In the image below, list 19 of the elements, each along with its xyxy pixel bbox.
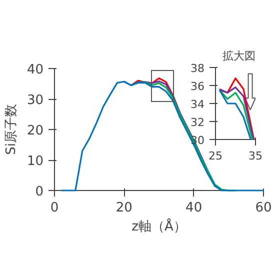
y-tick-label: 32 bbox=[190, 116, 205, 129]
line-series bbox=[60, 80, 264, 192]
y-tick-label: 36 bbox=[190, 80, 205, 93]
y-tick-label: 10 bbox=[26, 154, 44, 169]
y-tick-label: 34 bbox=[190, 98, 205, 111]
y-tick-label: 0 bbox=[35, 184, 44, 200]
y-axis-title: Si原子数 bbox=[4, 104, 19, 155]
y-tick-label: 30 bbox=[26, 93, 44, 108]
x-tick-label: 25 bbox=[208, 150, 222, 162]
y-tick-label: 40 bbox=[26, 62, 44, 78]
x-tick-label: 0 bbox=[50, 200, 59, 216]
y-tick-label: 38 bbox=[190, 62, 205, 75]
x-axis-title: z軸（Å） bbox=[132, 218, 186, 234]
line-series bbox=[218, 78, 255, 140]
x-tick-label: 60 bbox=[255, 200, 272, 216]
x-tick-label: 35 bbox=[248, 150, 262, 162]
chart-title: 拡大図 bbox=[222, 50, 256, 62]
x-tick-label: 20 bbox=[116, 200, 132, 216]
y-tick-label: 20 bbox=[26, 124, 44, 138]
